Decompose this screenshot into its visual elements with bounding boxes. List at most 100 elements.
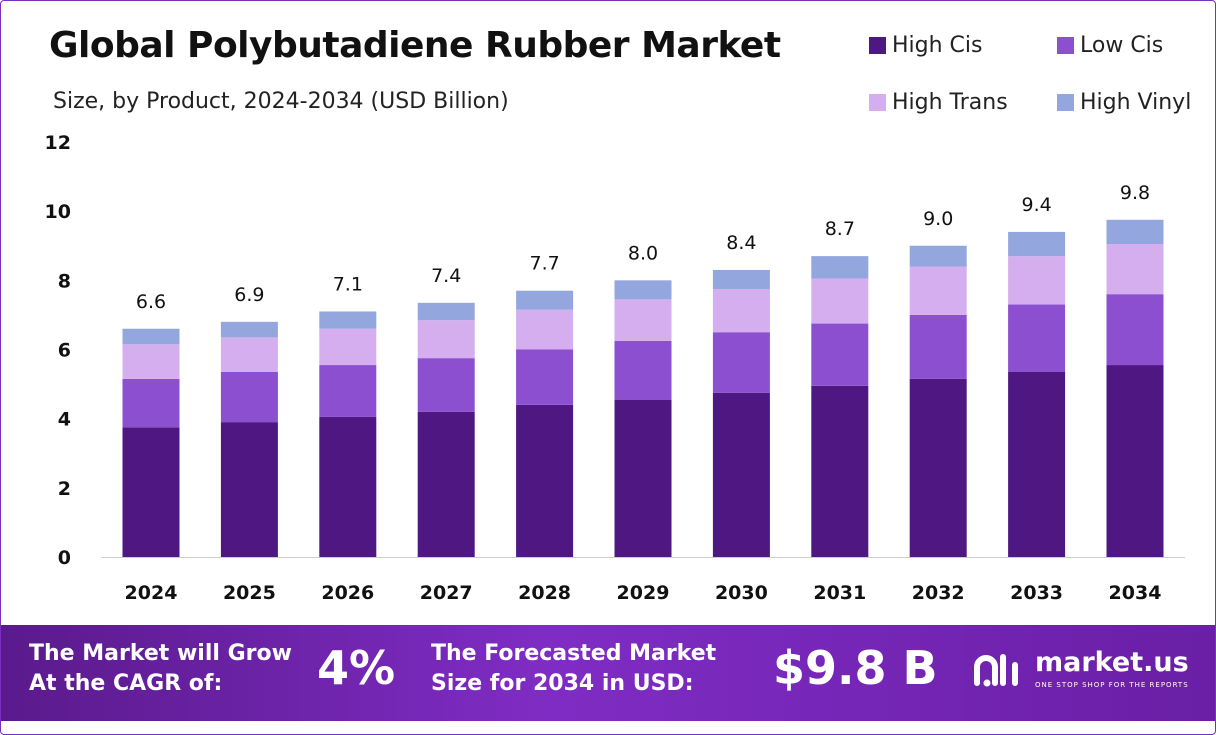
bar-segment-high-vinyl <box>220 321 278 338</box>
chart-subtitle: Size, by Product, 2024-2034 (USD Billion… <box>53 89 509 114</box>
forecast-value: $9.8 B <box>773 641 938 695</box>
bar-stack-2032 <box>909 245 967 557</box>
bar-stack-2024 <box>122 328 180 557</box>
bar-segment-high-cis <box>516 404 574 557</box>
bar-total-label: 9.4 <box>1021 194 1051 216</box>
legend-swatch-high-cis <box>869 37 886 54</box>
cagr-value: 4% <box>317 641 396 695</box>
bar-stack-2026 <box>319 311 377 557</box>
bar-total-label: 9.8 <box>1120 182 1150 204</box>
forecast-label-line-1: The Forecasted Market <box>431 641 717 666</box>
bar-segment-low-cis <box>220 371 278 423</box>
bar-segment-high-trans <box>811 278 869 324</box>
bar-segment-high-vinyl <box>909 245 967 267</box>
bar-segment-high-cis <box>122 427 180 557</box>
bar-segment-high-cis <box>1106 365 1164 557</box>
forecast-label: The Forecasted Market Size for 2034 in U… <box>431 639 716 699</box>
legend-item-high-vinyl: High Vinyl <box>1057 90 1191 115</box>
bar-segment-low-cis <box>712 332 770 393</box>
bar-total-label: 7.4 <box>431 265 461 287</box>
chart-title: Global Polybutadiene Rubber Market <box>49 25 781 66</box>
x-tick-label: 2025 <box>223 582 276 604</box>
bar-segment-high-trans <box>516 309 574 350</box>
bar-total-label: 8.0 <box>628 242 658 264</box>
cagr-label: The Market will Grow At the CAGR of: <box>29 639 292 699</box>
y-tick-label: 10 <box>45 201 71 223</box>
bar-segment-high-trans <box>909 266 967 315</box>
bar-total-label: 7.7 <box>529 253 559 275</box>
x-axis-ticks: 2024 2025 2026 2027 2028 2029 2030 2031 2032 2033… <box>125 582 1162 604</box>
legend-label-high-vinyl: High Vinyl <box>1080 90 1192 115</box>
bar-segment-high-trans <box>1106 244 1164 295</box>
bar-total-label: 8.4 <box>726 232 756 254</box>
bar-segment-high-vinyl <box>712 269 770 289</box>
x-tick-label: 2034 <box>1109 582 1162 604</box>
bar-segment-low-cis <box>417 358 475 412</box>
logo-name: market.us <box>1035 647 1189 678</box>
bar-total-labels: 6.6 6.9 7.1 7.4 7.7 8.0 8.4 8.7 9.0 9.4 9.8 <box>136 182 1150 313</box>
y-tick-label: 4 <box>58 409 71 431</box>
bar-stack-2027 <box>417 302 475 557</box>
bar-stack-2025 <box>220 321 278 557</box>
bar-total-label: 9.0 <box>923 208 953 230</box>
bar-segment-high-vinyl <box>811 256 869 279</box>
bar-stack-2033 <box>1008 231 1066 557</box>
legend-label-high-cis: High Cis <box>892 33 983 58</box>
x-tick-label: 2033 <box>1010 582 1063 604</box>
legend-item-high-cis: High Cis <box>869 33 983 58</box>
bar-segment-high-vinyl <box>417 302 475 321</box>
bar-segment-high-trans <box>220 337 278 372</box>
bar-segment-high-vinyl <box>319 311 377 329</box>
bar-stacks <box>122 219 1164 557</box>
forecast-label-line-2: Size for 2034 in USD: <box>431 671 694 696</box>
legend-item-high-trans: High Trans <box>869 90 1008 115</box>
bar-segment-high-vinyl <box>614 280 672 300</box>
summary-banner: The Market will Grow At the CAGR of: 4% … <box>1 625 1215 721</box>
cagr-label-line-2: At the CAGR of: <box>29 671 223 696</box>
bar-segment-high-cis <box>319 416 377 557</box>
bar-segment-low-cis <box>614 340 672 400</box>
bar-stack-2030 <box>712 269 770 557</box>
x-tick-label: 2026 <box>321 582 374 604</box>
bar-total-label: 7.1 <box>333 273 363 295</box>
bar-segment-high-cis <box>712 392 770 557</box>
y-tick-label: 8 <box>58 270 71 292</box>
x-tick-label: 2024 <box>125 582 178 604</box>
y-tick-label: 12 <box>45 132 71 154</box>
bar-segment-high-vinyl <box>1106 219 1164 245</box>
bar-segment-high-vinyl <box>122 328 180 345</box>
y-tick-label: 0 <box>58 547 71 569</box>
logo-tagline: ONE STOP SHOP FOR THE REPORTS <box>1035 681 1189 689</box>
x-tick-label: 2029 <box>617 582 670 604</box>
bar-segment-high-cis <box>220 422 278 557</box>
bar-segment-low-cis <box>909 314 967 379</box>
bar-segment-high-trans <box>712 288 770 333</box>
bar-segment-high-cis <box>909 378 967 557</box>
x-tick-label: 2031 <box>813 582 866 604</box>
bar-segment-high-trans <box>1008 256 1066 305</box>
bar-segment-high-trans <box>319 328 377 366</box>
bar-segment-high-trans <box>614 299 672 341</box>
bar-segment-low-cis <box>1008 304 1066 372</box>
bar-stack-2034 <box>1106 219 1164 557</box>
bar-total-label: 8.7 <box>825 218 855 240</box>
legend-label-high-trans: High Trans <box>892 90 1008 115</box>
legend-item-low-cis: Low Cis <box>1057 33 1163 58</box>
bar-total-label: 6.6 <box>136 291 166 313</box>
legend-swatch-high-trans <box>869 94 886 111</box>
bar-segment-high-cis <box>614 399 672 557</box>
bar-segment-high-vinyl <box>1008 231 1066 257</box>
market-us-logo: market.us ONE STOP SHOP FOR THE REPORTS <box>973 647 1203 703</box>
bar-chart: 0 2 4 6 8 10 12 6.6 6.9 7.1 7.4 7.7 8.0 8.4 8.7 9.0 9.4… <box>45 132 1185 604</box>
bar-segment-high-trans <box>417 320 475 359</box>
x-tick-label: 2027 <box>420 582 473 604</box>
x-tick-label: 2032 <box>912 582 965 604</box>
bar-segment-low-cis <box>516 349 574 405</box>
bar-segment-low-cis <box>1106 294 1164 366</box>
legend: High Cis Low Cis High Trans High Vinyl <box>869 31 1209 131</box>
bar-segment-high-cis <box>811 385 869 557</box>
legend-label-low-cis: Low Cis <box>1080 33 1164 58</box>
bar-total-label: 6.9 <box>234 284 264 306</box>
legend-swatch-high-vinyl <box>1057 94 1074 111</box>
